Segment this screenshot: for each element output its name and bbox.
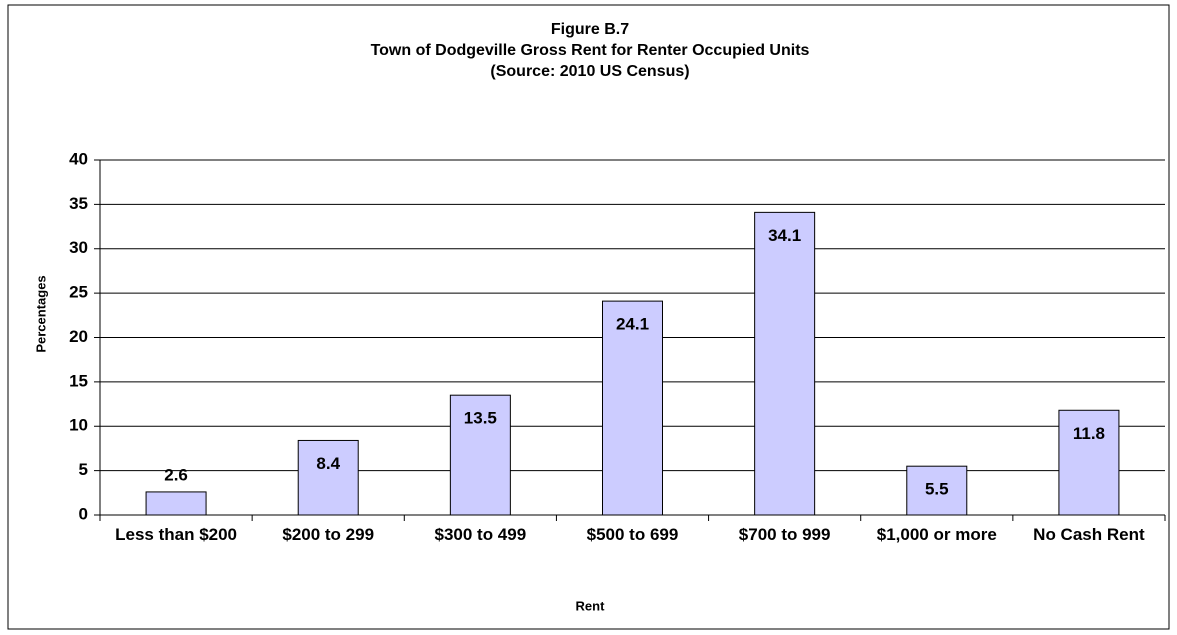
x-tick-label: $300 to 499 — [434, 525, 527, 544]
y-tick-label: 5 — [79, 460, 88, 479]
value-label: 24.1 — [616, 315, 649, 334]
bar — [1058, 409, 1120, 516]
bar — [602, 300, 663, 516]
value-label: 5.5 — [925, 480, 949, 499]
x-tick-label-box: No Cash Rent — [1033, 525, 1145, 544]
figure-label: Figure B.7 — [551, 21, 629, 38]
y-tick-label: 0 — [79, 504, 88, 523]
chart-border — [7, 4, 1170, 630]
bar — [906, 465, 968, 516]
x-tick-label: $500 to 699 — [586, 525, 679, 544]
value-label: 2.6 — [164, 465, 188, 484]
y-tick-label: 10 — [69, 416, 88, 435]
y-tick-label: 30 — [69, 238, 88, 257]
x-tick-label-box: Less than $200 — [115, 525, 238, 544]
x-tick-label: $1,000 or more — [876, 525, 997, 544]
bar — [297, 439, 359, 516]
x-tick-label-box: $300 to 499 — [434, 525, 527, 544]
x-tick-label: No Cash Rent — [1033, 525, 1145, 544]
y-axis-title: Percentages — [33, 275, 48, 352]
x-tick-label: $200 to 299 — [282, 525, 375, 544]
value-label: 34.1 — [768, 226, 801, 245]
value-label: 11.8 — [1073, 424, 1105, 443]
x-tick-label-box: $200 to 299 — [282, 525, 375, 544]
x-tick-label-box: $700 to 999 — [738, 525, 831, 544]
bar — [449, 394, 511, 516]
y-tick-label: 25 — [69, 283, 88, 302]
y-tick-label: 15 — [69, 371, 88, 390]
y-tick-label: 20 — [69, 327, 88, 346]
value-label: 13.5 — [464, 409, 497, 428]
y-tick-label: 35 — [69, 194, 88, 213]
bar — [754, 211, 816, 516]
x-tick-label: Less than $200 — [115, 525, 238, 544]
value-label: 8.4 — [316, 454, 340, 473]
x-axis-title: Rent — [576, 598, 606, 613]
x-tick-label-box: $500 to 699 — [586, 525, 679, 544]
chart-title: Town of Dodgeville Gross Rent for Renter… — [371, 42, 810, 59]
x-tick-label: $700 to 999 — [738, 525, 831, 544]
bar — [145, 491, 207, 516]
y-tick-label: 40 — [69, 149, 88, 168]
chart-subtitle: (Source: 2010 US Census) — [490, 63, 689, 80]
x-tick-label-box: $1,000 or more — [876, 525, 997, 544]
